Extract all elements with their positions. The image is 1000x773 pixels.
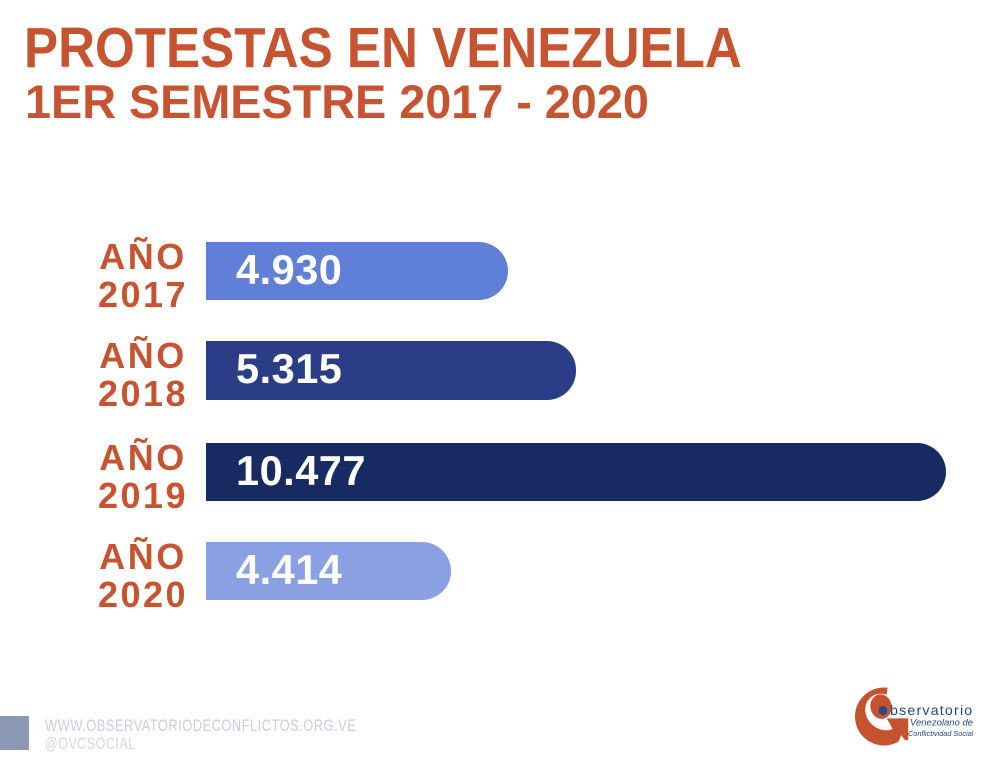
svg-text:Conflictividad Social: Conflictividad Social	[908, 729, 974, 738]
svg-text:bservatorio: bservatorio	[890, 703, 973, 719]
svg-text:Venezolano de: Venezolano de	[910, 718, 973, 729]
